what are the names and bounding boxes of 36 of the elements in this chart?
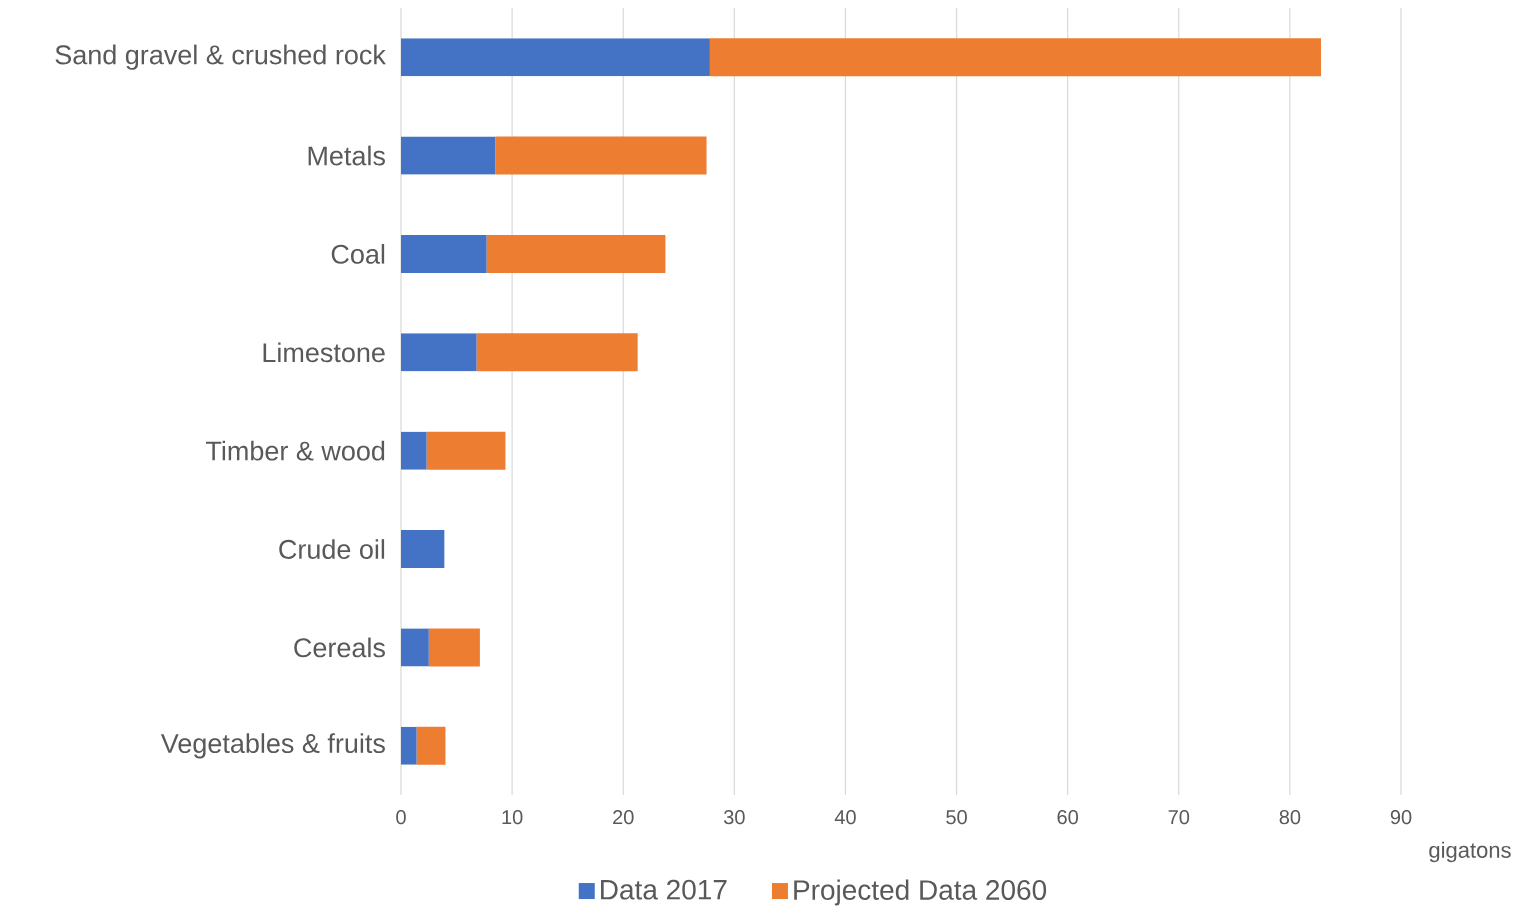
bar [401,234,487,273]
x-tick-label: 30 [723,810,745,825]
x-tick-label: 70 [1168,810,1190,825]
x-tick-label: 10 [502,810,523,825]
bar [428,628,480,667]
x-axis-title: gigatons [1429,841,1511,863]
x-tick-label: 60 [1057,810,1079,825]
x-tick-label: 20 [613,810,634,825]
x-tick-label: 50 [946,810,967,825]
bar [401,333,477,372]
bar [476,333,638,372]
bar [401,38,710,77]
x-tick-label: 40 [834,810,856,825]
legend-label: Data 2017 [601,879,727,900]
bar [709,38,1321,77]
x-tick-label: 90 [1390,810,1412,825]
bar [401,136,496,175]
bar [426,431,506,470]
y-tick-label: Crude oil [279,539,385,559]
bar [401,530,445,569]
bar [486,234,666,273]
x-tick-label: 0 [396,810,406,825]
y-tick-label: Sand gravel & crushed rock [55,44,386,70]
y-tick-label: Limestone [263,342,385,363]
y-tick-label: Coal [331,244,385,264]
y-tick-label: Metals [308,145,385,166]
legend-label: Projected Data 2060 [794,879,1047,906]
bar [401,726,417,765]
x-tick-label: 80 [1279,810,1301,825]
y-tick-label: Cereals [294,637,385,658]
bar [401,628,429,667]
y-tick-label: Vegetables & fruits [160,733,385,759]
bar [401,431,427,470]
bar [416,726,446,765]
bar [495,136,707,175]
y-tick-label: Timber & wood [205,440,385,461]
